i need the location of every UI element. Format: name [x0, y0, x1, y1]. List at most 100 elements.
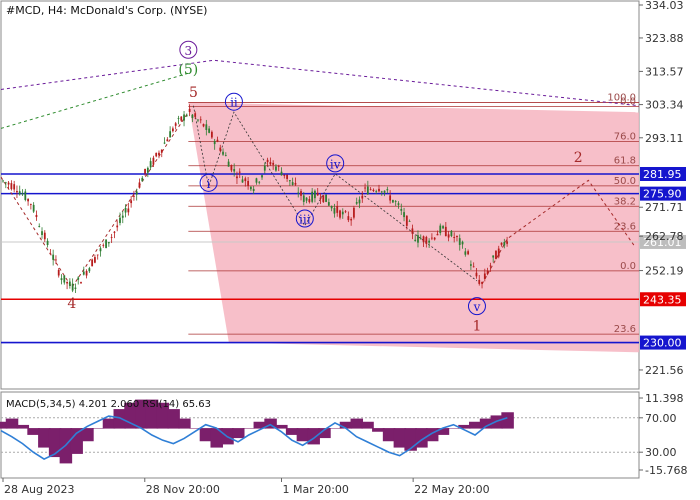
level-tag — [640, 166, 686, 181]
candle-body — [355, 202, 358, 204]
candle-body — [294, 182, 297, 185]
macd-histogram-bar — [253, 421, 267, 429]
candle-body — [481, 282, 483, 284]
candle-body — [85, 270, 88, 276]
candle-body — [188, 108, 191, 113]
candle-body — [227, 161, 230, 167]
candle-body — [194, 113, 197, 117]
candle-body — [43, 232, 46, 240]
macd-histogram-bar — [275, 424, 288, 429]
candle-body — [169, 131, 172, 138]
candle-body — [403, 212, 405, 218]
wave-label: iii — [299, 213, 311, 227]
candle-body — [492, 255, 495, 258]
candle-body — [91, 259, 94, 267]
candle-body — [155, 152, 158, 157]
fib-label: 0.0 — [620, 261, 636, 272]
candle-body — [336, 206, 339, 213]
level-tag — [640, 234, 686, 249]
candle-body — [263, 165, 266, 171]
price-tick-label: 271.71 — [645, 201, 684, 214]
candle-body — [275, 166, 277, 171]
candle-body — [102, 244, 105, 246]
candle-body — [461, 241, 464, 245]
candle-body — [497, 248, 500, 257]
candle-body — [341, 211, 344, 215]
candle-body — [411, 228, 414, 234]
candle-body — [288, 180, 291, 182]
candle-body — [41, 231, 43, 235]
wave-label-circle — [467, 297, 486, 316]
macd-histogram-bar — [135, 399, 148, 429]
candle-body — [38, 226, 41, 227]
indicator-tick-label: -15.768 — [645, 464, 687, 477]
candle-body — [366, 186, 369, 195]
candle-body — [4, 182, 7, 184]
wave-label: (5) — [178, 62, 198, 78]
candle-body — [483, 273, 486, 279]
macd-histogram-bar — [501, 412, 514, 429]
macd-histogram-bar — [264, 418, 277, 429]
candle-body — [478, 279, 481, 284]
candle-body — [16, 190, 18, 193]
level-tag-label: 275.90 — [643, 188, 682, 201]
candle-body — [325, 194, 327, 202]
candle-body — [405, 215, 408, 226]
candle-body — [266, 159, 269, 163]
candle-body — [386, 189, 389, 191]
candle-body — [66, 281, 68, 284]
candle-body — [380, 191, 383, 193]
wave-label: ii — [230, 96, 238, 110]
level-tag-label: 243.35 — [643, 293, 682, 306]
macd-histogram-bar — [16, 424, 30, 429]
macd-histogram-bar — [350, 418, 364, 429]
time-tick-label: 28 Nov 20:00 — [146, 483, 220, 496]
candle-body — [450, 230, 453, 237]
wave-label: 2 — [574, 150, 583, 166]
candle-body — [197, 119, 199, 121]
candle-body — [60, 278, 63, 281]
candle-body — [475, 272, 478, 277]
candle-body — [394, 201, 397, 202]
price-tick-label: 252.19 — [645, 265, 684, 278]
candle-body — [127, 208, 130, 213]
candle-body — [191, 114, 194, 118]
macd-histogram-bar — [425, 428, 439, 442]
candle-body — [495, 250, 497, 260]
wave-label: i — [207, 177, 211, 191]
macd-histogram-bar — [296, 428, 310, 442]
macd-histogram-bar — [102, 418, 116, 429]
macd-histogram-bar — [447, 428, 460, 429]
macd-histogram-bar — [70, 428, 83, 454]
candle-body — [311, 191, 314, 202]
candle-body — [364, 187, 366, 189]
chart-title: #MCD, H4: McDonald's Corp. (NYSE) — [6, 4, 207, 17]
channel-polygon — [188, 102, 639, 353]
time-tick-label: 1 Mar 20:00 — [282, 483, 348, 496]
wave-channel-fill — [188, 102, 639, 353]
wave-label: 3 — [185, 44, 193, 58]
time-tick-label: 22 May 20:00 — [414, 483, 489, 496]
macd-histogram-bar — [91, 428, 105, 429]
macd-histogram-bar — [339, 421, 353, 429]
candle-body — [180, 116, 183, 121]
macd-histogram-bar — [113, 409, 127, 429]
indicator-tick-label: 30.00 — [645, 446, 677, 459]
price-tick-label: 293.11 — [645, 132, 684, 145]
wave-label: 4 — [67, 296, 76, 312]
candle-body — [74, 287, 77, 289]
candle-body — [453, 237, 456, 239]
fib-label: 76.0 — [614, 131, 636, 142]
wave-label-circle — [199, 173, 218, 192]
fib-label: 50.0 — [614, 176, 636, 187]
candle-body — [350, 218, 353, 221]
candle-body — [419, 238, 422, 240]
candle-body — [172, 128, 174, 132]
candle-body — [361, 195, 364, 199]
candle-body — [210, 131, 213, 138]
fib-label: 100.0 — [607, 92, 636, 103]
candle-body — [369, 189, 372, 191]
candle-body — [119, 217, 121, 223]
candle-body — [7, 182, 10, 185]
